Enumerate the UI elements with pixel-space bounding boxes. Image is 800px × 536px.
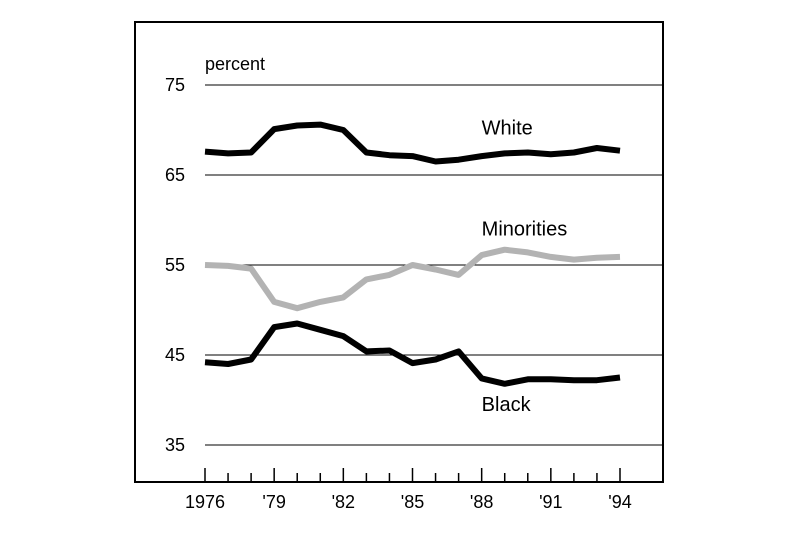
x-tick-label-1979: '79 (262, 492, 285, 512)
y-tick-label-55: 55 (165, 255, 185, 275)
x-tick-label-1988: '88 (470, 492, 493, 512)
x-tick-label-1982: '82 (332, 492, 355, 512)
series-line-black (204, 320, 621, 387)
x-tick-label-1991: '91 (539, 492, 562, 512)
series-lines (204, 121, 621, 387)
x-axis-labels: 1976 '79 '82 '85 '88 '91 '94 (185, 492, 632, 512)
y-tick-label-65: 65 (165, 165, 185, 185)
y-tick-label-45: 45 (165, 345, 185, 365)
plot-frame (134, 21, 664, 483)
series-label-black: Black (482, 394, 532, 416)
series-label-white: White (482, 118, 533, 140)
x-axis-ticks (204, 468, 621, 482)
series-line-minorities (204, 246, 621, 312)
series-line-white (204, 121, 621, 165)
y-tick-label-35: 35 (165, 435, 185, 455)
series-label-minorities: Minorities (482, 218, 568, 240)
x-tick-label-1994: '94 (608, 492, 631, 512)
y-tick-label-75: 75 (165, 75, 185, 95)
x-tick-label-1985: '85 (401, 492, 424, 512)
x-tick-label-1976: 1976 (185, 492, 225, 512)
gridlines (205, 84, 663, 446)
series-labels: White Minorities Black (482, 118, 568, 416)
y-axis-labels: 35 45 55 65 75 (165, 75, 185, 455)
y-unit-label: percent (205, 54, 265, 74)
